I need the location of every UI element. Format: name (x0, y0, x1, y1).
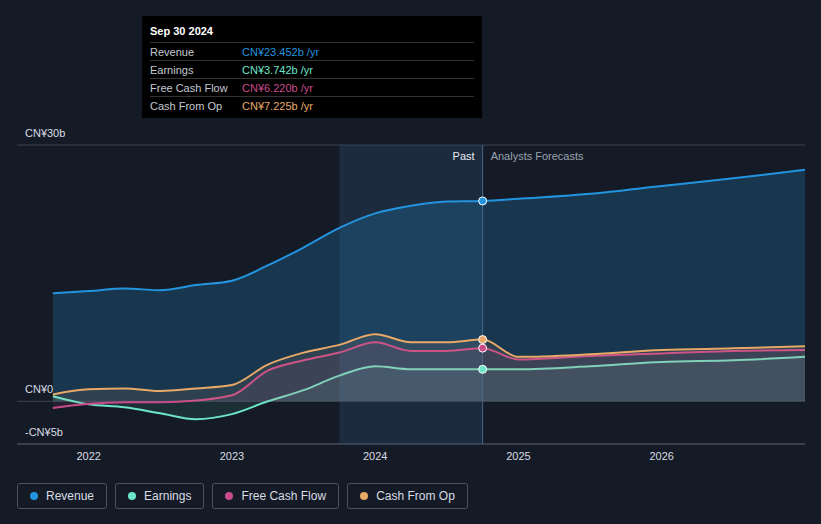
html-text:Earnings: Earnings (144, 489, 192, 503)
svg-text:-CN¥5b: -CN¥5b (25, 426, 63, 438)
html-text:Revenue: Revenue (46, 489, 94, 503)
svg-text:CN¥0: CN¥0 (25, 383, 53, 395)
html-text:Cash From Op: Cash From Op (150, 99, 223, 112)
svg-text:2025: 2025 (506, 450, 530, 462)
svg-text:2023: 2023 (220, 450, 244, 462)
svg-text:2024: 2024 (363, 450, 387, 462)
html-text:CN¥3.742b /yr: CN¥3.742b /yr (242, 63, 313, 76)
html-text:Revenue: Revenue (150, 45, 194, 58)
svg-text:CN¥30b: CN¥30b (25, 127, 65, 139)
svg-text:2022: 2022 (76, 450, 100, 462)
svg-text:Past: Past (453, 150, 475, 162)
svg-text:2026: 2026 (649, 450, 673, 462)
html-text:CN¥7.225b /yr: CN¥7.225b /yr (242, 99, 313, 112)
html-text:CN¥23.452b /yr: CN¥23.452b /yr (242, 45, 319, 58)
html-text:Earnings: Earnings (150, 63, 194, 76)
html-text:Cash From Op: Cash From Op (376, 489, 455, 503)
svg-text:Analysts Forecasts: Analysts Forecasts (491, 150, 584, 162)
html-text:Free Cash Flow: Free Cash Flow (150, 81, 228, 94)
html-text:Sep 30 2024: Sep 30 2024 (150, 25, 213, 37)
html-text:CN¥6.220b /yr: CN¥6.220b /yr (242, 81, 313, 94)
html-text:Free Cash Flow: Free Cash Flow (241, 489, 327, 503)
